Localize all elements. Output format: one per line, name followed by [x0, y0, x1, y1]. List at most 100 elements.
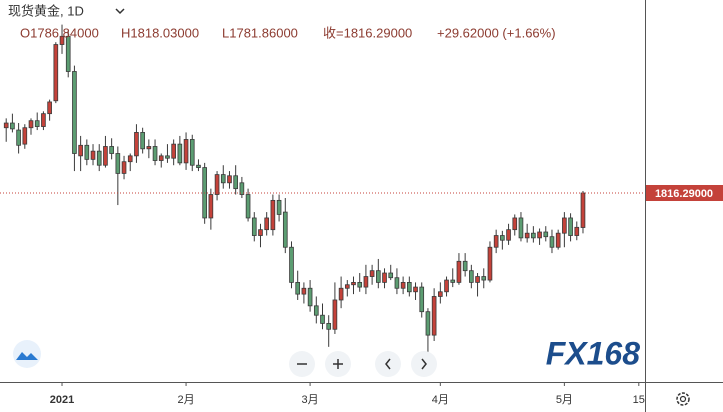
- candle-body: [171, 143, 176, 159]
- candle-body: [369, 270, 375, 277]
- candle-body: [264, 217, 270, 231]
- candle-body: [115, 153, 121, 174]
- candle-body: [307, 287, 313, 307]
- candle-body: [344, 284, 350, 289]
- candle-body: [90, 150, 96, 160]
- candle-body: [438, 291, 443, 297]
- candle-body: [196, 164, 201, 168]
- candle-body: [78, 144, 83, 157]
- candle-body: [10, 122, 15, 130]
- candle-body: [72, 71, 77, 154]
- candle-body: [413, 286, 418, 293]
- last-price-box: [646, 185, 723, 202]
- candle-body: [220, 174, 226, 184]
- zoom-out-button[interactable]: [289, 351, 315, 377]
- candle-body: [512, 217, 518, 231]
- candle-body: [351, 281, 356, 286]
- candle-body: [146, 146, 152, 150]
- x-tick-label: 4月: [432, 394, 449, 406]
- candle-body: [326, 323, 332, 330]
- candle-body: [338, 287, 344, 301]
- candle-body: [103, 146, 108, 166]
- candle-body: [518, 217, 524, 239]
- candle-body: [524, 232, 530, 239]
- low-text: L1781.86000: [222, 25, 298, 40]
- candle-body: [332, 299, 338, 330]
- candle-body: [276, 199, 282, 215]
- settings-button[interactable]: [676, 392, 690, 406]
- candle-body: [165, 155, 170, 159]
- candle-body: [245, 194, 251, 219]
- candle-body: [22, 127, 28, 145]
- candle-body: [456, 260, 462, 283]
- candle-body: [189, 139, 195, 166]
- candle-body: [158, 155, 164, 161]
- candle-body: [388, 272, 394, 279]
- candle-body: [431, 296, 437, 336]
- candle-body: [407, 281, 412, 293]
- scroll-right-button[interactable]: [411, 351, 437, 377]
- x-tick-label: 5月: [556, 394, 573, 406]
- candle-body: [251, 217, 257, 236]
- candle-body: [394, 277, 400, 289]
- candle-body: [375, 270, 381, 283]
- candle-body: [313, 305, 319, 316]
- change-text: +29.62000 (+1.66%): [437, 25, 556, 40]
- candle-body: [233, 175, 238, 190]
- candle-body: [127, 155, 133, 163]
- candle-body: [295, 281, 301, 295]
- candle-body: [28, 120, 34, 129]
- candle-body: [109, 146, 114, 154]
- candle-body: [487, 246, 493, 281]
- x-tick-label: 2021: [50, 394, 74, 406]
- candle-body: [531, 232, 536, 239]
- candle-body: [289, 246, 294, 283]
- candle-body: [84, 144, 90, 160]
- candle-body: [549, 236, 555, 248]
- symbol-chevron[interactable]: [115, 8, 125, 15]
- last-price-label: 1816.29000: [655, 188, 713, 200]
- candle-body: [65, 35, 71, 72]
- candle-body: [152, 146, 158, 161]
- candle-body: [419, 286, 425, 313]
- candle-body: [59, 35, 65, 45]
- candle-body: [506, 229, 511, 241]
- candle-body: [16, 129, 21, 146]
- candle-body: [481, 276, 487, 281]
- scroll-left-button[interactable]: [375, 351, 401, 377]
- candle-body: [400, 281, 406, 289]
- high-text: H1818.03000: [121, 25, 199, 40]
- candle-body: [475, 276, 480, 283]
- candle-body: [493, 235, 499, 248]
- logo-button[interactable]: [13, 340, 41, 368]
- candle-body: [462, 260, 468, 272]
- candle-body: [3, 122, 9, 129]
- candle-body: [177, 143, 183, 164]
- candle-body: [580, 192, 586, 228]
- candle-body: [425, 311, 431, 336]
- candle-body: [239, 182, 245, 195]
- candle-body: [444, 279, 449, 293]
- candle-body: [574, 226, 580, 236]
- candle-body: [282, 211, 288, 248]
- candle-body: [183, 139, 189, 164]
- x-tick-label: 3月: [302, 394, 319, 406]
- close-text: 收=1816.29000: [323, 25, 412, 40]
- candle-body: [134, 132, 139, 157]
- candle-body: [543, 231, 549, 238]
- zoom-in-button[interactable]: [325, 351, 351, 377]
- plot-area: [3, 24, 586, 353]
- candle-body: [227, 175, 232, 184]
- candle-body: [357, 281, 363, 288]
- candle-body: [363, 276, 369, 288]
- candle-body: [121, 161, 127, 174]
- candle-body: [301, 287, 307, 295]
- open-text: O1786.84000: [20, 25, 99, 40]
- x-tick-label: 2月: [177, 394, 194, 406]
- candle-body: [34, 120, 40, 127]
- candle-body: [140, 132, 145, 150]
- candle-body: [562, 217, 567, 234]
- candle-body: [568, 217, 573, 236]
- candle-body: [537, 231, 542, 239]
